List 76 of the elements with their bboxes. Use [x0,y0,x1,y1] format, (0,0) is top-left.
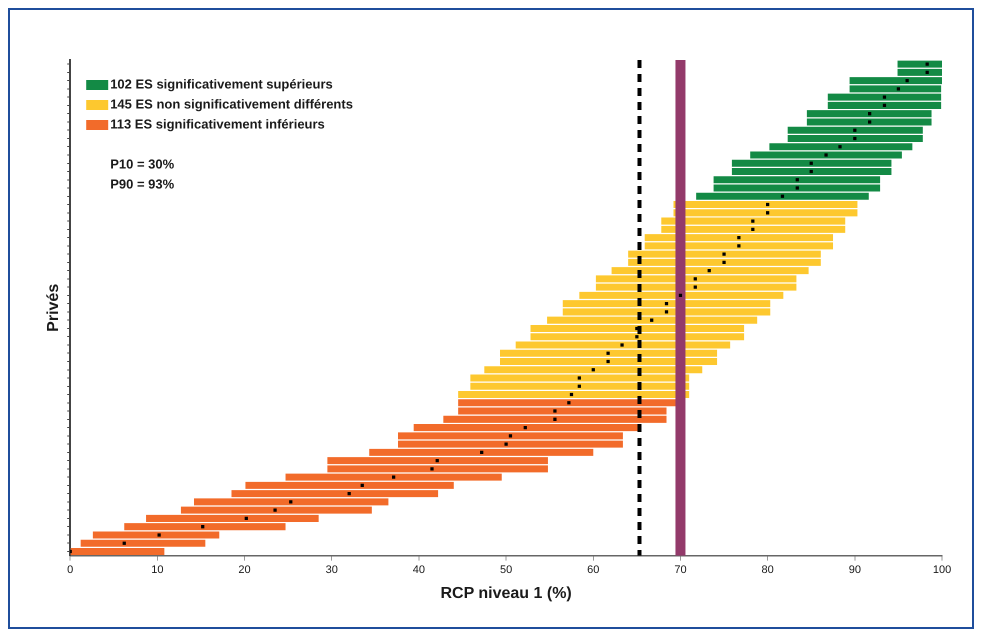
point [838,145,842,148]
point [722,252,726,256]
point [273,508,277,512]
point [737,236,740,240]
point [708,269,711,272]
point [650,318,654,322]
point [578,376,581,380]
x-axis-title: RCP niveau 1 (%) [440,584,572,602]
annotation: P10 = 30% [110,156,175,172]
point [926,70,929,74]
x-tick-label: 30 [326,564,338,576]
point [392,476,396,479]
x-tick-label: 50 [500,564,512,576]
x-tick-label: 70 [674,564,687,576]
point [926,62,929,66]
point [853,128,856,132]
point [722,260,726,264]
point [678,294,682,298]
point [780,194,784,198]
point [201,525,204,528]
x-tick-label: 100 [932,564,952,576]
point [796,178,799,182]
point [553,418,557,421]
x-tick-label: 80 [762,564,774,576]
x-tick-label: 0 [67,564,74,576]
point [508,434,512,438]
point [896,87,900,91]
x-tick-label: 20 [238,564,251,576]
point [360,484,364,488]
point [664,302,668,306]
x-tick-label: 40 [412,564,426,576]
point [524,426,527,430]
point [430,467,434,470]
point [868,120,872,124]
point [766,211,770,214]
point [122,542,126,545]
point [635,335,638,338]
legend-label: 102 ES significativement supérieurs [110,76,333,92]
point [567,401,570,404]
point [578,384,581,388]
point [289,500,292,504]
legend-label: 145 ES non significativement différents [110,96,353,112]
point [796,186,799,190]
point [751,228,754,231]
point [592,368,595,372]
point [436,458,439,462]
point [905,79,909,82]
annotation: P90 = 93% [110,176,175,192]
point [810,170,813,174]
point [751,219,754,223]
point [553,409,557,413]
point [882,104,886,108]
point [737,244,740,248]
point [606,360,610,364]
point [620,343,624,347]
point [664,310,668,314]
x-tick-label: 10 [151,564,164,576]
legend-label: 113 ES significativement inférieurs [110,116,325,132]
point [694,286,697,289]
point [348,492,351,496]
point [810,162,813,165]
point [766,202,770,206]
point [570,392,574,396]
point [694,277,697,281]
point [868,112,872,116]
point [606,352,610,355]
point [157,533,161,537]
y-axis-title: Privés [45,284,62,332]
x-tick-label: 60 [587,564,600,576]
point [882,96,886,99]
point [480,450,484,454]
point [824,153,828,157]
point [853,136,856,140]
x-tick-label: 90 [848,564,861,576]
point [244,516,248,520]
point [504,442,508,446]
